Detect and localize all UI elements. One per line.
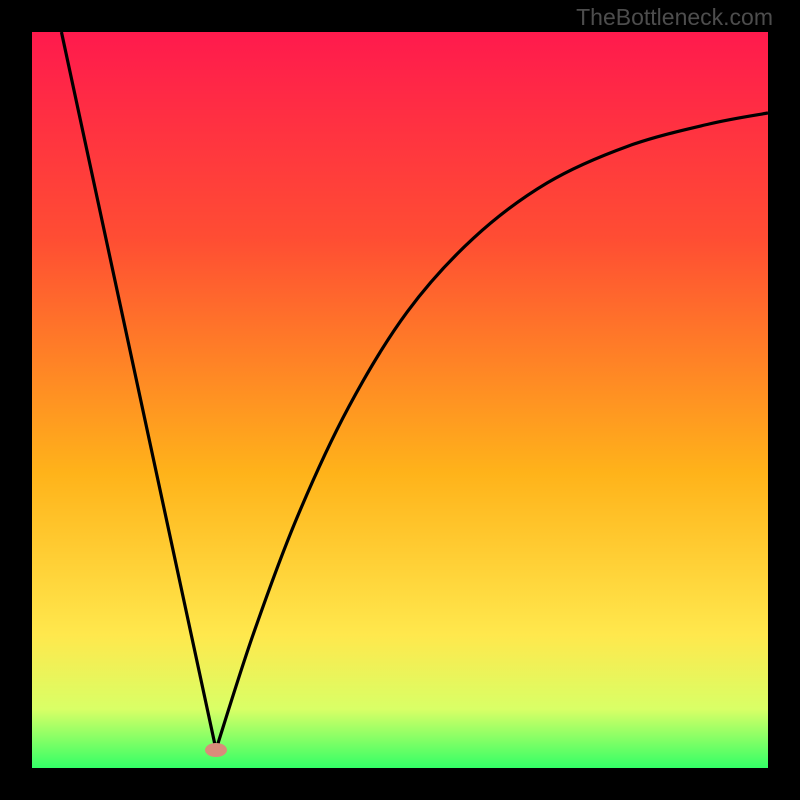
watermark-text: TheBottleneck.com: [576, 4, 773, 31]
plot-area: [32, 32, 768, 768]
minimum-marker: [205, 743, 227, 757]
